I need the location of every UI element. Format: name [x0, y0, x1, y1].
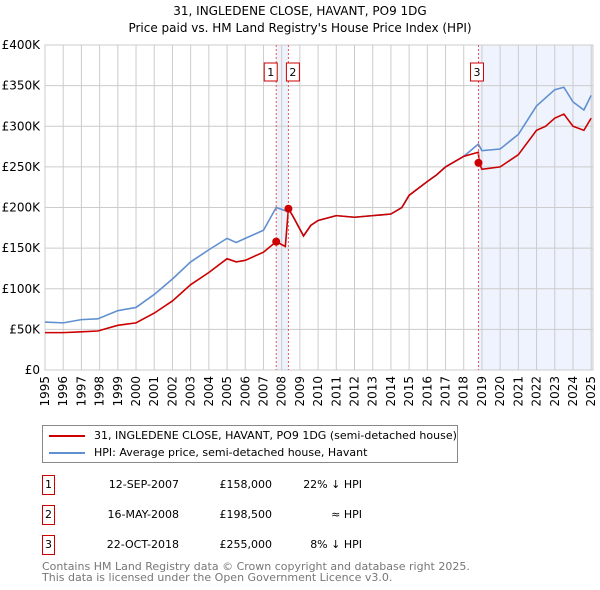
- x-tick-label: 2013: [366, 376, 380, 407]
- y-tick-label: £0: [25, 363, 40, 377]
- sale-label: 1: [267, 66, 274, 79]
- x-tick-label: 2020: [493, 376, 507, 407]
- x-tick-label: 2001: [147, 376, 161, 407]
- sale-label-box: [263, 62, 278, 82]
- x-tick-label: 2022: [530, 376, 544, 407]
- x-tick-label: 2016: [420, 376, 434, 407]
- legend-swatch-property: [49, 434, 85, 437]
- x-tick-label: 2023: [548, 376, 562, 407]
- x-tick-label: 1998: [93, 376, 107, 407]
- legend-label-hpi: HPI: Average price, semi-detached house,…: [94, 446, 368, 459]
- sale-hpi-diff: ≈ HPI: [331, 508, 362, 521]
- x-tick-label: 2018: [457, 376, 471, 407]
- y-tick-label: £350K: [2, 79, 42, 93]
- y-tick-label: £50K: [9, 322, 41, 336]
- sale-row: 3 22-OCT-2018 £255,000 8% ↓ HPI: [42, 535, 372, 555]
- x-tick-label: 2014: [384, 376, 398, 407]
- x-tick-label: 2007: [256, 376, 270, 407]
- sale-hpi-diff: 22% ↓ HPI: [303, 478, 362, 491]
- plot-border: [44, 44, 594, 371]
- sale-label: 3: [473, 66, 480, 79]
- y-tick-label: £400K: [2, 38, 42, 52]
- x-tick-label: 2015: [402, 376, 416, 407]
- sale-date: 16-MAY-2008: [107, 508, 179, 521]
- x-tick-label: 1997: [74, 376, 88, 407]
- x-tick-label: 2004: [202, 376, 216, 407]
- sale-point: [272, 237, 281, 246]
- y-tick-label: £150K: [2, 241, 42, 255]
- x-tick-label: 1995: [38, 376, 52, 407]
- sale-marker: 2: [42, 505, 55, 525]
- y-tick-label: £200K: [2, 201, 42, 215]
- sale-marker: 1: [42, 475, 55, 495]
- x-tick-label: 2025: [584, 376, 598, 407]
- y-tick-label: £300K: [2, 119, 42, 133]
- footer-licence: This data is licensed under the Open Gov…: [42, 571, 393, 584]
- x-tick-label: 1999: [111, 376, 125, 407]
- x-tick-label: 2005: [220, 376, 234, 407]
- sale-date: 12-SEP-2007: [108, 478, 179, 491]
- x-tick-label: 2010: [311, 376, 325, 407]
- x-tick-label: 2003: [184, 376, 198, 407]
- y-tick-label: £250K: [2, 160, 42, 174]
- price-chart: 31, INGLEDENE CLOSE, HAVANT, PO9 1DG Pri…: [2, 4, 599, 407]
- x-tick-label: 2006: [238, 376, 252, 407]
- y-tick-label: £100K: [2, 282, 42, 296]
- sale-label: 2: [289, 66, 296, 79]
- legend: 31, INGLEDENE CLOSE, HAVANT, PO9 1DG (se…: [42, 425, 458, 463]
- sale-price: £158,000: [219, 478, 273, 491]
- x-tick-label: 2021: [511, 376, 525, 407]
- sale-point: [284, 204, 293, 213]
- x-tick-label: 2024: [566, 376, 580, 407]
- sale-row: 1 12-SEP-2007 £158,000 22% ↓ HPI: [42, 475, 372, 495]
- x-tick-label: 2002: [165, 376, 179, 407]
- footer: Contains HM Land Registry data © Crown c…: [42, 561, 470, 583]
- sale-price: £255,000: [219, 538, 273, 551]
- x-tick-label: 2008: [275, 376, 289, 407]
- x-tick-label: 1996: [56, 376, 70, 407]
- legend-swatch-hpi: [49, 451, 85, 454]
- sale-hpi-diff: 8% ↓ HPI: [310, 538, 362, 551]
- x-tick-label: 2019: [475, 376, 489, 407]
- x-tick-label: 2000: [129, 376, 143, 407]
- x-tick-label: 2012: [348, 376, 362, 407]
- sale-marker: 3: [42, 535, 55, 555]
- chart-title: 31, INGLEDENE CLOSE, HAVANT, PO9 1DG: [173, 4, 426, 18]
- sale-price: £198,500: [219, 508, 273, 521]
- chart-subtitle: Price paid vs. HM Land Registry's House …: [128, 21, 471, 35]
- property-price-line: [45, 113, 592, 334]
- sale-label-box: [469, 62, 484, 82]
- footer-copyright: Contains HM Land Registry data © Crown c…: [42, 560, 470, 573]
- sale-row: 2 16-MAY-2008 £198,500 ≈ HPI: [42, 505, 372, 525]
- x-tick-label: 2017: [439, 376, 453, 407]
- sale-label-box: [285, 62, 300, 82]
- sale-point: [474, 158, 483, 167]
- legend-label-property: 31, INGLEDENE CLOSE, HAVANT, PO9 1DG (se…: [94, 429, 457, 442]
- x-tick-label: 2011: [329, 376, 343, 407]
- x-tick-label: 2009: [293, 376, 307, 407]
- sale-date: 22-OCT-2018: [106, 538, 179, 551]
